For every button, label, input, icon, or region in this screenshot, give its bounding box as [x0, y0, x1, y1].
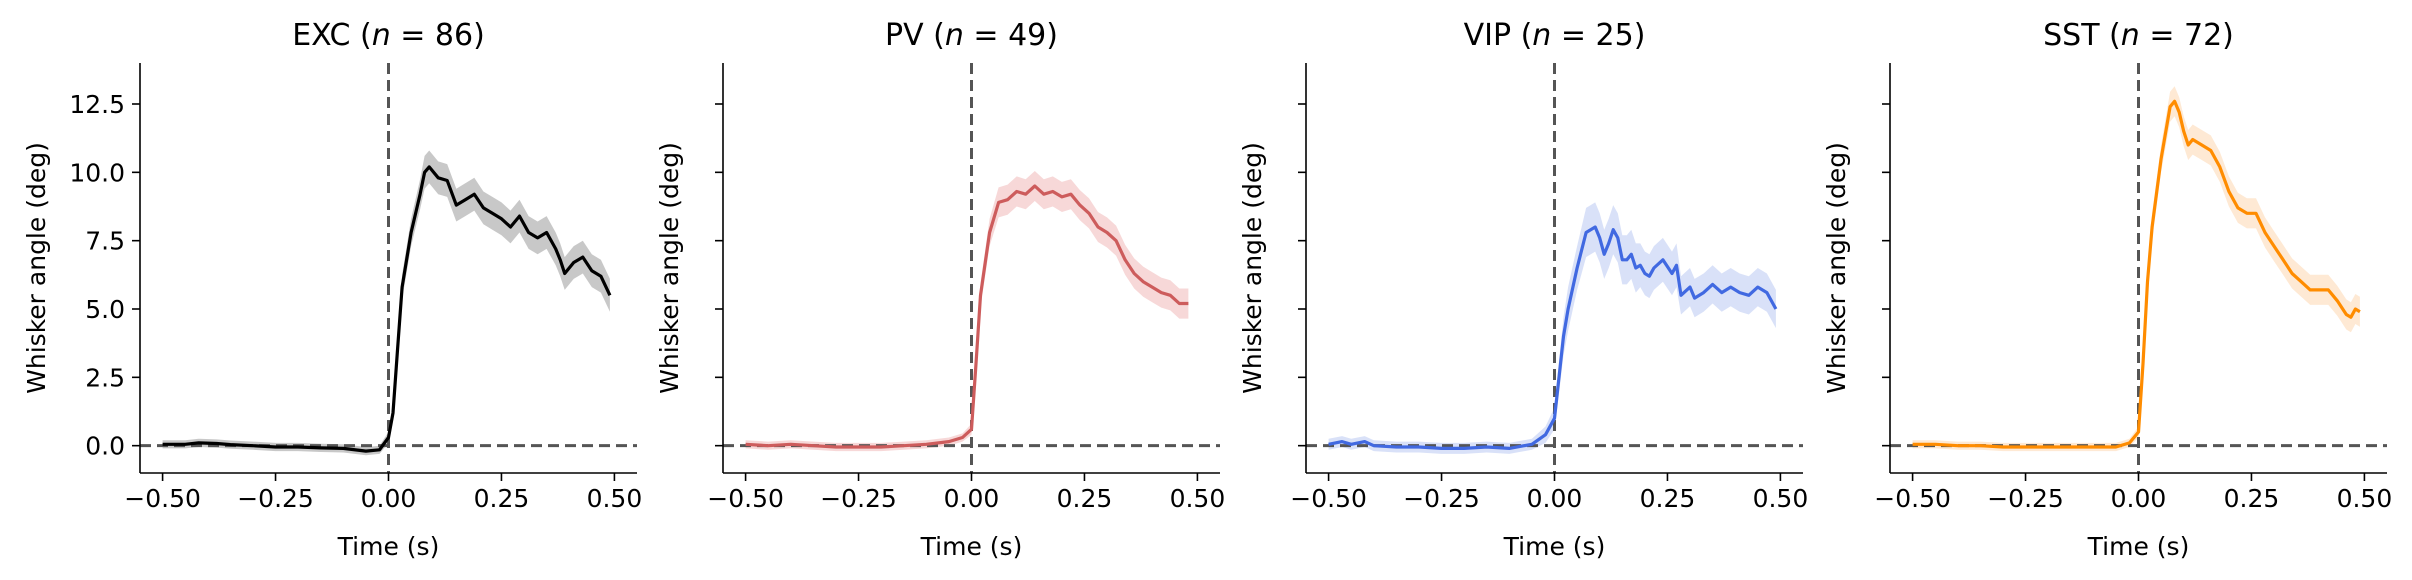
- panel-3: −0.50 −0.25 0.00 0.25 0.50 Time (s) Whisker an…: [1238, 18, 1808, 561]
- x-axis-label: Time (s): [2087, 532, 2190, 561]
- chart-title: EXC (n = 86): [292, 18, 485, 53]
- y-axis-label: Whisker angle (deg): [655, 142, 684, 394]
- x-tick-label: 0.00: [1527, 484, 1583, 513]
- x-tick-label: −0.25: [237, 484, 314, 513]
- chart-title: PV (n = 49): [885, 18, 1058, 53]
- mean-trace-line: [745, 184, 1189, 449]
- x-tick-label: −0.25: [820, 484, 897, 513]
- y-axis-label: Whisker angle (deg): [22, 142, 51, 394]
- x-axis-label: Time (s): [337, 532, 440, 561]
- x-tick-label: 0.00: [944, 484, 1000, 513]
- x-tick-label: 0.25: [1057, 484, 1113, 513]
- x-tick-label: 0.50: [587, 484, 643, 513]
- x-tick-label: 0.00: [361, 484, 417, 513]
- y-tick-label: 2.5: [85, 363, 125, 392]
- x-axis-label: Time (s): [920, 532, 1023, 561]
- x-tick-label: −0.25: [1403, 484, 1480, 513]
- x-tick-label: 0.25: [2224, 484, 2280, 513]
- y-tick-label: 10.0: [69, 158, 125, 187]
- x-tick-label: −0.25: [1987, 484, 2064, 513]
- y-axis-label: Whisker angle (deg): [1822, 142, 1851, 394]
- panel-4: −0.50 −0.25 0.00 0.25 0.50 Time (s) Whisker an…: [1822, 18, 2392, 561]
- x-tick-label: −0.50: [124, 484, 201, 513]
- x-tick-label: 0.50: [1753, 484, 1809, 513]
- x-tick-label: 0.25: [474, 484, 530, 513]
- mean-trace-line: [162, 165, 612, 453]
- chart-title: VIP (n = 25): [1464, 18, 1646, 53]
- y-tick-label: 0.0: [85, 432, 125, 461]
- y-tick-label: 12.5: [69, 90, 125, 119]
- x-axis-label: Time (s): [1503, 532, 1606, 561]
- x-tick-label: 0.25: [1640, 484, 1696, 513]
- sem-band: [1328, 202, 1776, 454]
- y-tick-label: 7.5: [85, 227, 125, 256]
- x-tick-label: 0.00: [2111, 484, 2167, 513]
- x-tick-label: −0.50: [1874, 484, 1951, 513]
- y-axis-label: Whisker angle (deg): [1238, 142, 1267, 394]
- chart-title: SST (n = 72): [2043, 18, 2234, 53]
- mean-trace-line: [1328, 225, 1778, 450]
- y-tick-label: 5.0: [85, 295, 125, 324]
- x-tick-label: 0.50: [1170, 484, 1226, 513]
- mean-trace-line: [1912, 99, 2361, 449]
- x-tick-label: 0.50: [2337, 484, 2393, 513]
- x-tick-label: −0.50: [1290, 484, 1367, 513]
- panel-1: −0.50 −0.25 0.00 0.25 0.50 0.0 2.5 5.0 7.5 10.0 12…: [22, 18, 642, 561]
- sem-band: [745, 171, 1189, 452]
- panel-2: −0.50 −0.25 0.00 0.25 0.50 Time (s) Whisker an…: [655, 18, 1225, 561]
- sem-band: [1912, 86, 2360, 452]
- x-tick-label: −0.50: [707, 484, 784, 513]
- sem-band: [162, 150, 610, 456]
